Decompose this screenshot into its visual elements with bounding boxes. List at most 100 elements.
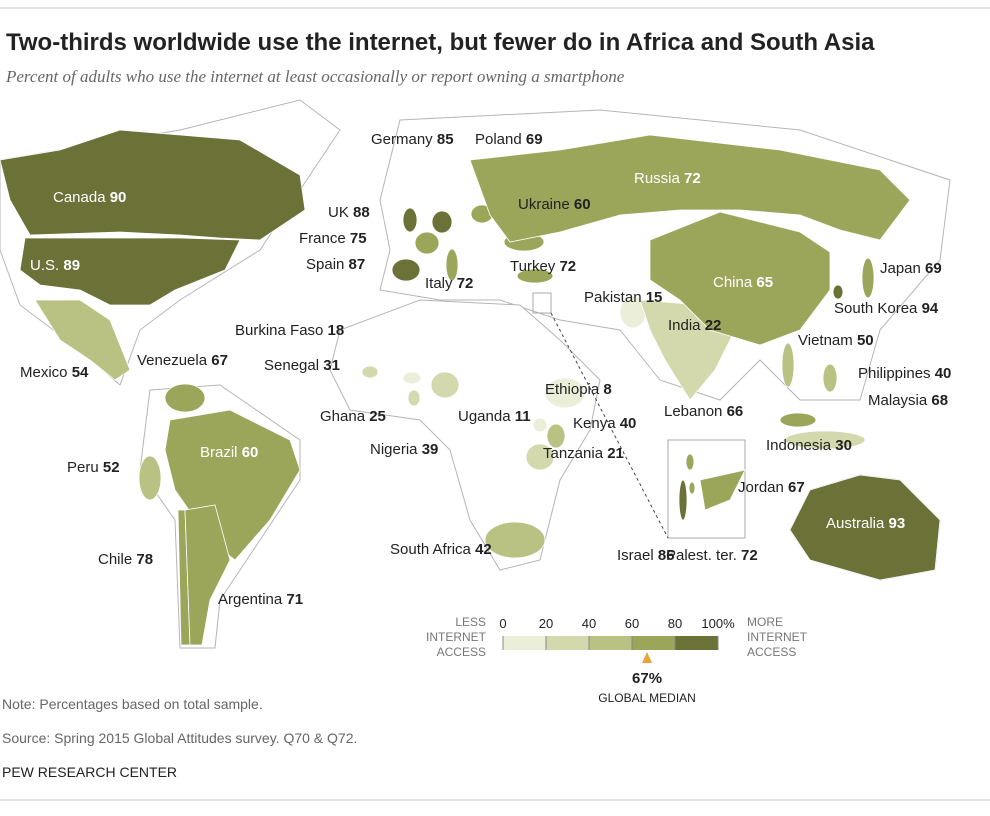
country-name: Canada xyxy=(53,189,106,206)
country-label: Canada 90 xyxy=(53,189,126,206)
country-name: Venezuela xyxy=(137,352,208,369)
country-shape xyxy=(402,371,422,385)
country-label: Lebanon 66 xyxy=(664,403,743,420)
legend-swatch xyxy=(546,636,589,650)
country-label: Burkina Faso 18 xyxy=(235,322,344,339)
country-label: Pakistan 15 xyxy=(584,289,662,306)
country-name: Vietnam xyxy=(798,332,853,349)
country-label: Italy 72 xyxy=(425,275,473,292)
country-shape xyxy=(789,474,941,581)
country-name: Nigeria xyxy=(370,441,418,458)
country-name: Kenya xyxy=(573,415,616,432)
country-shape xyxy=(164,383,206,413)
country-name: France xyxy=(299,230,346,247)
country-name: Senegal xyxy=(264,357,319,374)
country-name: Turkey xyxy=(510,258,556,275)
country-name: Spain xyxy=(306,256,344,273)
country-value: 67 xyxy=(211,352,228,369)
country-name: Japan xyxy=(880,260,921,277)
country-label: Poland 69 xyxy=(475,131,543,148)
legend-swatch xyxy=(589,636,632,650)
country-label: South Korea 94 xyxy=(834,300,939,317)
country-value: 87 xyxy=(349,256,366,273)
median-marker xyxy=(642,652,653,663)
country-name: Australia xyxy=(826,515,885,532)
country-value: 54 xyxy=(72,364,89,381)
country-value: 69 xyxy=(526,131,543,148)
legend-high-label: MORE xyxy=(747,615,783,629)
country-label: Turkey 72 xyxy=(510,258,576,275)
country-value: 65 xyxy=(756,274,773,291)
country-label: Spain 87 xyxy=(306,256,365,273)
legend-swatch xyxy=(503,636,546,650)
country-name: Israel xyxy=(617,547,654,564)
country-value: 52 xyxy=(103,459,120,476)
country-shape xyxy=(402,207,418,233)
country-name: UK xyxy=(328,204,349,221)
country-shape xyxy=(546,423,566,449)
country-label: Russia 72 xyxy=(634,170,701,187)
country-value: 25 xyxy=(369,408,386,425)
legend-high-label: ACCESS xyxy=(747,645,796,659)
country-value: 88 xyxy=(353,204,370,221)
country-name: Lebanon xyxy=(664,403,722,420)
median-label: GLOBAL MEDIAN xyxy=(598,691,696,705)
country-value: 72 xyxy=(559,258,576,275)
country-name: U.S. xyxy=(30,257,59,274)
country-name: Ethiopia xyxy=(545,381,600,398)
country-value: 22 xyxy=(705,317,722,334)
country-label: Israel 86 xyxy=(617,547,675,564)
legend-high-label: INTERNET xyxy=(747,630,808,644)
country-name: South Korea xyxy=(834,300,918,317)
country-label: India 22 xyxy=(668,317,721,334)
country-shape xyxy=(19,237,241,306)
country-shape xyxy=(484,521,546,559)
country-value: 72 xyxy=(684,170,701,187)
country-shape xyxy=(407,389,421,407)
country-name: China xyxy=(713,274,753,291)
legend-swatch xyxy=(675,636,718,650)
country-shape xyxy=(832,284,844,300)
country-label: Nigeria 39 xyxy=(370,441,438,458)
country-name: Peru xyxy=(67,459,99,476)
country-label: Philippines 40 xyxy=(858,365,951,382)
country-name: Ukraine xyxy=(518,196,570,213)
legend-tick-label: 20 xyxy=(539,616,553,631)
legend-low-label: INTERNET xyxy=(426,630,487,644)
country-value: 60 xyxy=(242,444,259,461)
note: Note: Percentages based on total sample. xyxy=(2,696,263,712)
country-label: Mexico 54 xyxy=(20,364,89,381)
country-shape xyxy=(445,248,459,282)
country-value: 85 xyxy=(437,131,454,148)
country-name: Philippines xyxy=(858,365,931,382)
legend-tick-label: 80 xyxy=(668,616,682,631)
country-value: 69 xyxy=(925,260,942,277)
country-label: Peru 52 xyxy=(67,459,120,476)
country-name: Mexico xyxy=(20,364,68,381)
country-value: 60 xyxy=(574,196,591,213)
country-shape xyxy=(525,443,555,471)
country-shape xyxy=(781,342,795,388)
country-shape xyxy=(688,481,696,495)
country-value: 42 xyxy=(475,541,492,558)
country-shape xyxy=(784,430,866,450)
country-value: 93 xyxy=(889,515,906,532)
country-name: Germany xyxy=(371,131,433,148)
country-value: 75 xyxy=(350,230,367,247)
country-shape xyxy=(685,453,695,471)
country-value: 72 xyxy=(741,547,758,564)
country-name: Uganda xyxy=(458,408,511,425)
country-shape xyxy=(516,268,554,284)
country-shape xyxy=(184,504,231,646)
country-value: 21 xyxy=(607,445,624,462)
country-shape xyxy=(699,469,746,511)
country-value: 39 xyxy=(422,441,439,458)
country-name: Argentina xyxy=(218,591,283,608)
country-value: 11 xyxy=(515,408,531,425)
country-label: Germany 85 xyxy=(371,131,454,148)
country-shape xyxy=(822,363,838,393)
country-label: Ukraine 60 xyxy=(518,196,591,213)
subtitle: Percent of adults who use the internet a… xyxy=(5,67,625,86)
legend-low-label: ACCESS xyxy=(437,645,486,659)
country-shape xyxy=(0,129,306,241)
